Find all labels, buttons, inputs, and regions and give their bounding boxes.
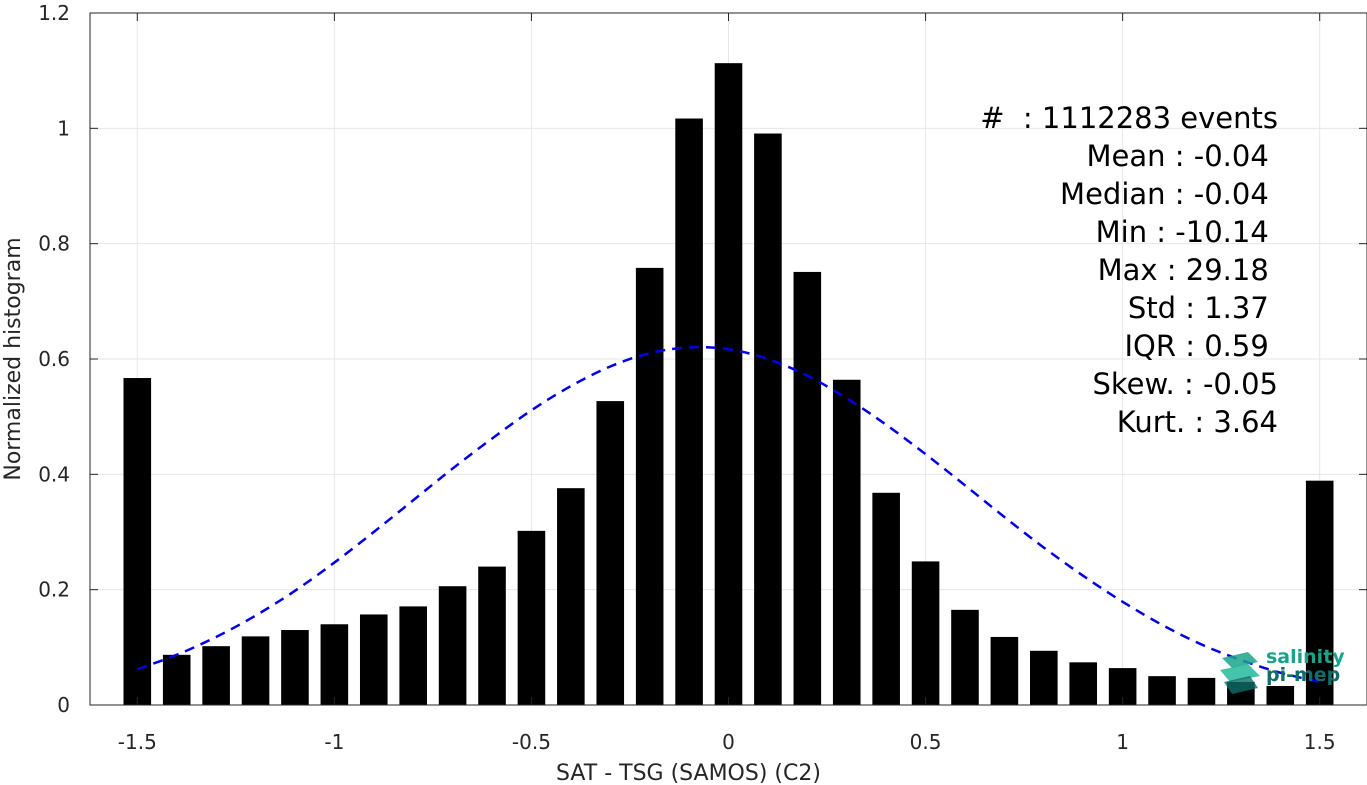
x-tick-label: -1.5: [118, 730, 157, 754]
logo-line2: pi-mep: [1266, 664, 1341, 686]
histogram-bar: [793, 271, 822, 705]
histogram-bars: [123, 63, 1334, 706]
stats-box: # : 1112283 events Mean : -0.04 Median :…: [980, 99, 1278, 441]
histogram-bar: [635, 267, 664, 705]
histogram-bar: [320, 624, 349, 705]
y-tick-label: 0: [57, 693, 70, 717]
axis-ticks: -1.5 -1 -0.5 0 0.5 1 1.5 0 0.2 0.4 0.6 0.8 1 1.2: [38, 1, 1367, 754]
histogram-bar: [1305, 480, 1334, 705]
x-tick-label: 1.5: [1304, 730, 1336, 754]
histogram-bar: [123, 378, 152, 705]
histogram-bar: [951, 609, 979, 705]
stat-std: Std : 1.37: [1127, 291, 1278, 325]
stat-skew: Skew. : -0.05: [1092, 367, 1278, 401]
histogram-bar: [596, 401, 625, 705]
histogram-bar: [1266, 685, 1295, 705]
histogram-bar: [359, 614, 388, 705]
histogram-bar: [517, 530, 546, 705]
y-tick-label: 0.6: [38, 347, 70, 371]
stat-median: Median : -0.04: [1060, 177, 1278, 211]
y-tick-label: 1: [57, 116, 70, 140]
histogram-bar: [832, 379, 861, 705]
histogram-bar: [399, 606, 427, 705]
histogram-bar: [872, 492, 900, 705]
histogram-bar: [754, 133, 782, 706]
histogram-bar: [557, 488, 585, 705]
y-tick-label: 0.4: [38, 462, 70, 486]
histogram-bar: [162, 654, 191, 705]
stat-events: # : 1112283 events: [980, 101, 1278, 135]
y-tick-label: 1.2: [38, 1, 70, 25]
histogram-bar: [675, 118, 703, 705]
normal-fit-curve: [136, 345, 1320, 684]
histogram-bar: [990, 636, 1019, 705]
logo-line1: salinity: [1266, 646, 1345, 668]
logo-mark-icon: [1220, 652, 1260, 694]
y-tick-label: 0.2: [38, 578, 70, 602]
x-tick-label: 0.5: [910, 730, 942, 754]
y-axis-label: Normalized histogram: [1, 237, 26, 480]
histogram-bar: [1187, 677, 1216, 705]
histogram-bar: [202, 646, 230, 705]
x-tick-label: 0: [722, 730, 735, 754]
stat-kurt: Kurt. : 3.64: [1116, 405, 1278, 439]
x-tick-label: -1: [324, 730, 344, 754]
histogram-bar: [1030, 650, 1058, 705]
histogram-bar: [478, 566, 506, 705]
histogram-bar: [714, 63, 743, 706]
y-tick-label: 0.8: [38, 232, 70, 256]
histogram-bar: [1069, 662, 1098, 705]
stat-mean: Mean : -0.04: [1086, 139, 1278, 173]
salinity-pimep-logo: salinity pi-mep: [1218, 646, 1348, 696]
histogram-bar: [438, 586, 467, 705]
x-axis-label: SAT - TSG (SAMOS) (C2): [556, 761, 821, 785]
histogram-bar: [911, 561, 940, 705]
x-tick-label: 1: [1116, 730, 1129, 754]
histogram-bar: [281, 630, 309, 705]
stat-iqr: IQR : 0.59: [1124, 329, 1278, 363]
stat-min: Min : -10.14: [1095, 215, 1278, 249]
logo-text: salinity pi-mep: [1266, 646, 1345, 686]
x-tick-label: -0.5: [512, 730, 551, 754]
stat-max: Max : 29.18: [1097, 253, 1278, 287]
histogram-bar: [241, 636, 270, 705]
histogram-bar: [1148, 676, 1176, 705]
